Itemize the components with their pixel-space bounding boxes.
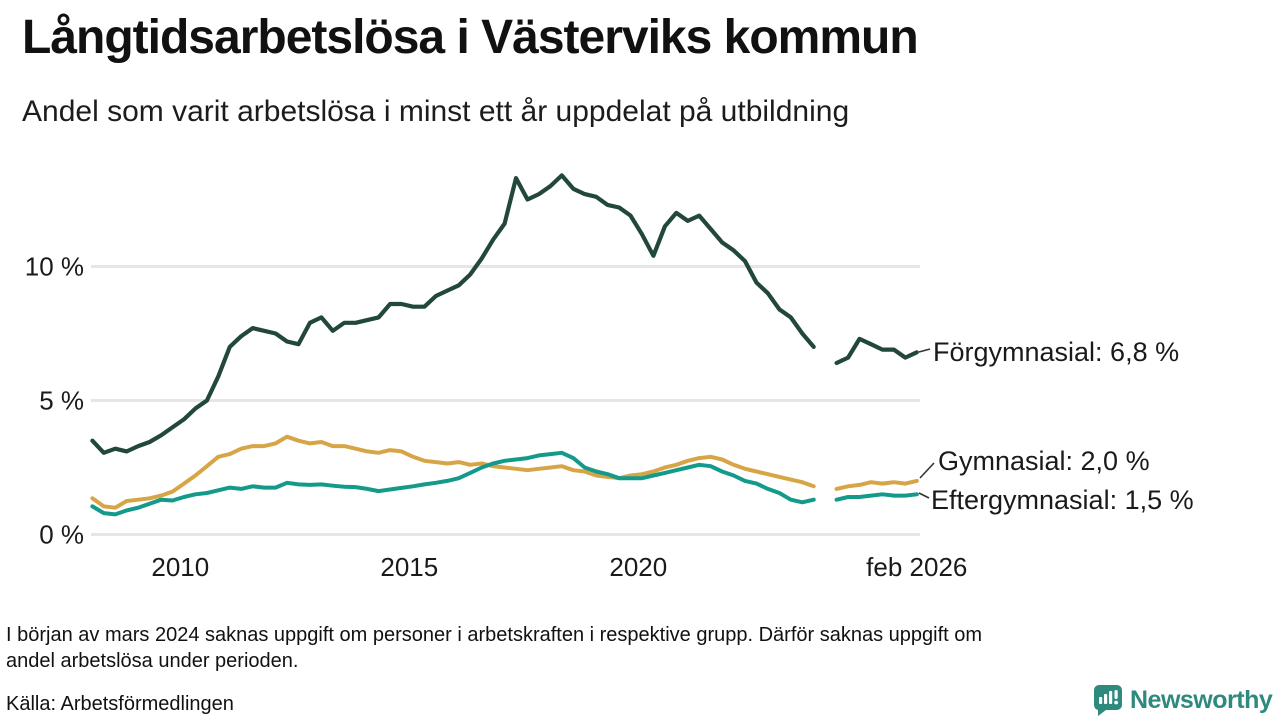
series-label-gymnasial: Gymnasial: 2,0 % bbox=[938, 446, 1150, 476]
line-gymnasial bbox=[90, 434, 919, 510]
gridlines bbox=[91, 265, 920, 536]
connector-forgymnasial bbox=[918, 348, 931, 353]
y-tick-label: 10 % bbox=[25, 252, 84, 282]
line-chart: 10 % 5 % 0 % 2010 2015 2020 feb 2026 bbox=[25, 173, 968, 583]
y-tick-label: 5 % bbox=[39, 386, 84, 416]
x-tick-label: 2010 bbox=[151, 552, 209, 582]
source-line: Källa: Arbetsförmedlingen bbox=[6, 693, 234, 715]
footnote-line1: I början av mars 2024 saknas uppgift om … bbox=[6, 624, 983, 646]
x-tick-label: feb 2026 bbox=[866, 552, 967, 582]
connector-gymnasial bbox=[919, 462, 935, 479]
newsworthy-logo-icon bbox=[1093, 685, 1122, 716]
line-eftergymnasial bbox=[90, 450, 919, 517]
x-tick-label: 2015 bbox=[380, 552, 438, 582]
footnote-line2: andel arbetslösa under perioden. bbox=[6, 650, 299, 672]
line-forgymnasial bbox=[90, 173, 919, 455]
y-tick-label: 0 % bbox=[39, 520, 84, 550]
data-lines bbox=[90, 173, 919, 517]
page-title: Långtidsarbetslösa i Västerviks kommun bbox=[22, 11, 919, 64]
series-label-eftergymnasial: Eftergymnasial: 1,5 % bbox=[931, 485, 1194, 515]
page-subtitle: Andel som varit arbetslösa i minst ett å… bbox=[22, 95, 850, 128]
axis-labels: 10 % 5 % 0 % 2010 2015 2020 feb 2026 bbox=[25, 252, 968, 583]
series-label-forgymnasial: Förgymnasial: 6,8 % bbox=[933, 337, 1180, 367]
newsworthy-logo: Newsworthy bbox=[1092, 684, 1273, 717]
newsworthy-logo-text: Newsworthy bbox=[1130, 686, 1273, 714]
x-tick-label: 2020 bbox=[609, 552, 667, 582]
connector-eftergymnasial bbox=[918, 492, 930, 499]
footnote: I början av mars 2024 saknas uppgift om … bbox=[6, 622, 1256, 674]
